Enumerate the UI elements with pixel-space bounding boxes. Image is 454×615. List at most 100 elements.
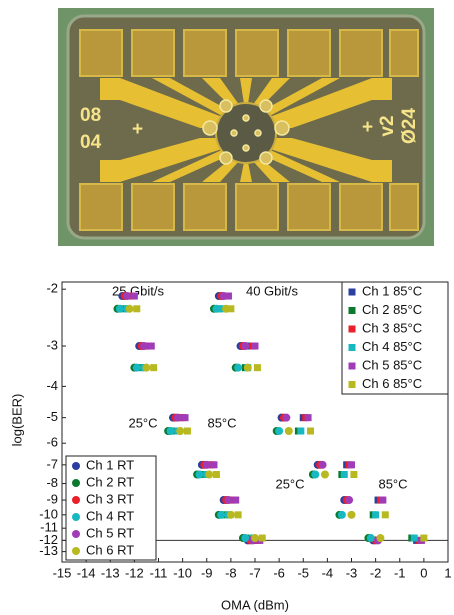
data-point bbox=[311, 470, 319, 478]
data-point bbox=[232, 497, 239, 504]
annotation: 40 Gbit/s bbox=[246, 283, 299, 298]
data-point bbox=[222, 305, 230, 313]
legend-label: Ch 4 85°C bbox=[362, 339, 422, 354]
data-point bbox=[220, 292, 228, 300]
legend-label: Ch 3 85°C bbox=[362, 320, 422, 335]
data-point bbox=[196, 470, 204, 478]
legend-label: Ch 1 85°C bbox=[362, 283, 422, 298]
data-point bbox=[251, 534, 259, 542]
data-point bbox=[367, 534, 375, 542]
data-point bbox=[133, 364, 141, 372]
legend-swatch bbox=[72, 462, 80, 470]
data-point bbox=[224, 496, 232, 504]
legend-swatch bbox=[349, 307, 356, 314]
data-point bbox=[184, 428, 191, 435]
data-point bbox=[210, 461, 217, 468]
y-tick-label: -13 bbox=[39, 543, 58, 558]
data-point bbox=[241, 342, 249, 350]
data-point bbox=[350, 471, 357, 478]
data-point bbox=[205, 470, 213, 478]
x-tick-label: -1 bbox=[394, 565, 406, 580]
data-point bbox=[259, 535, 266, 542]
x-tick-label: -11 bbox=[150, 565, 168, 580]
data-point bbox=[174, 414, 182, 422]
data-point bbox=[348, 461, 355, 468]
data-point bbox=[348, 511, 356, 519]
x-tick-label: -4 bbox=[322, 565, 334, 580]
x-tick-label: -6 bbox=[273, 565, 285, 580]
x-tick-label: 1 bbox=[444, 565, 451, 580]
figure: 08 04 + + v2 Ø24 log(BER) OMA (dBm) -15-… bbox=[0, 0, 454, 615]
legend-label: Ch 5 RT bbox=[86, 525, 134, 540]
data-point bbox=[372, 511, 379, 518]
y-axis-label: log(BER) bbox=[9, 394, 24, 447]
chip-label: + bbox=[132, 119, 143, 140]
data-point bbox=[376, 534, 384, 542]
data-point bbox=[217, 511, 225, 519]
x-tick-label: -9 bbox=[201, 565, 213, 580]
data-point bbox=[282, 414, 290, 422]
data-point bbox=[305, 414, 312, 421]
data-point bbox=[338, 511, 346, 519]
legend-label: Ch 2 85°C bbox=[362, 302, 422, 317]
legend-label: Ch 3 RT bbox=[86, 491, 134, 506]
data-point bbox=[213, 471, 220, 478]
data-point bbox=[319, 461, 327, 469]
legend-label: Ch 5 85°C bbox=[362, 357, 422, 372]
legend-swatch bbox=[349, 344, 356, 351]
chip-label: 04 bbox=[80, 132, 102, 153]
x-tick-label: -15 bbox=[53, 565, 72, 580]
y-tick-label: -8 bbox=[46, 475, 58, 490]
data-point bbox=[411, 535, 418, 542]
annotation: 85°C bbox=[207, 415, 236, 430]
data-point bbox=[252, 343, 259, 350]
y-tick-label: -9 bbox=[46, 491, 58, 506]
x-tick-label: -5 bbox=[297, 565, 309, 580]
data-point bbox=[297, 428, 304, 435]
data-point bbox=[241, 534, 249, 542]
legend-label: Ch 6 85°C bbox=[362, 376, 422, 391]
data-point bbox=[123, 292, 131, 300]
x-tick-label: -14 bbox=[77, 565, 96, 580]
chip-label: Ø24 bbox=[399, 108, 420, 144]
x-tick-label: -12 bbox=[125, 565, 144, 580]
data-point bbox=[182, 414, 189, 421]
data-point bbox=[254, 364, 261, 371]
data-point bbox=[275, 427, 283, 435]
legend-swatch bbox=[349, 381, 356, 388]
chip-label: 08 bbox=[80, 105, 101, 126]
data-point bbox=[167, 427, 175, 435]
legend-label: Ch 1 RT bbox=[86, 457, 134, 472]
y-tick-label: -4 bbox=[46, 378, 58, 393]
chip-photo: 08 04 + + v2 Ø24 bbox=[58, 8, 434, 246]
annotation: 25°C bbox=[128, 415, 157, 430]
data-point bbox=[142, 364, 150, 372]
data-point bbox=[140, 342, 148, 350]
legend-label: Ch 2 RT bbox=[86, 474, 134, 489]
data-point bbox=[133, 305, 140, 312]
data-point bbox=[234, 364, 242, 372]
chip-label: + bbox=[362, 117, 373, 138]
x-tick-label: -10 bbox=[173, 565, 192, 580]
legend-swatch bbox=[72, 479, 80, 487]
y-tick-label: -7 bbox=[46, 456, 58, 471]
data-point bbox=[212, 305, 220, 313]
legend-label: Ch 4 RT bbox=[86, 508, 134, 523]
data-point bbox=[235, 511, 242, 518]
data-point bbox=[341, 471, 348, 478]
legend-label: Ch 6 RT bbox=[86, 542, 134, 557]
y-tick-label: -5 bbox=[46, 409, 58, 424]
data-point bbox=[126, 305, 134, 313]
y-tick-label: -2 bbox=[46, 281, 58, 296]
data-point bbox=[321, 470, 329, 478]
annotation: 25°C bbox=[275, 476, 304, 491]
data-point bbox=[150, 364, 157, 371]
data-point bbox=[203, 461, 211, 469]
legend-swatch bbox=[72, 547, 80, 555]
data-point bbox=[176, 427, 184, 435]
data-point bbox=[131, 293, 138, 300]
data-point bbox=[382, 511, 389, 518]
x-axis-label: OMA (dBm) bbox=[221, 597, 289, 612]
x-tick-label: -3 bbox=[346, 565, 358, 580]
data-point bbox=[420, 535, 427, 542]
